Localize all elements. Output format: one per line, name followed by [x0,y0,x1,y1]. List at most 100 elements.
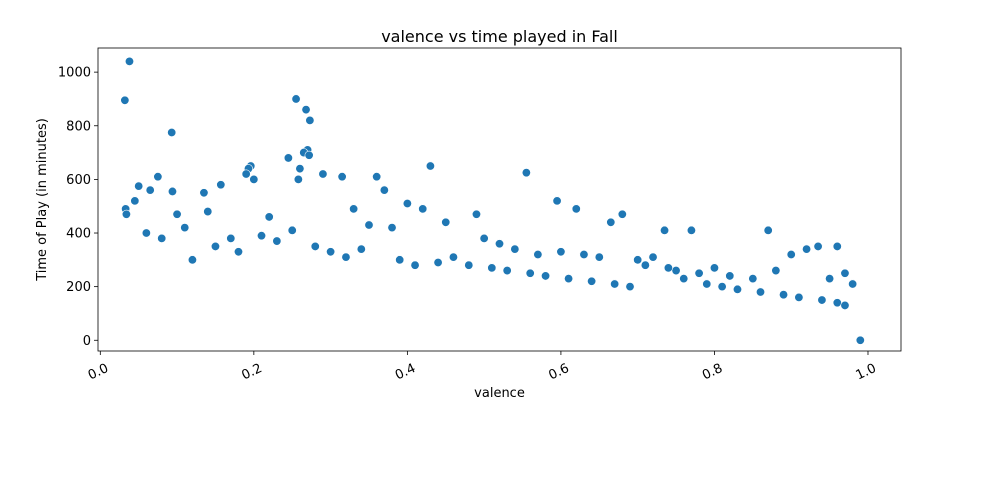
scatter-point [167,186,177,196]
scatter-point [448,252,458,262]
y-axis-label: Time of Play (in minutes) [35,118,50,282]
scatter-point [418,204,428,214]
scatter-point [121,209,131,219]
scatter-point [552,196,562,206]
chart-title: valence vs time played in Fall [381,27,618,46]
scatter-point [594,252,604,262]
scatter-point [748,274,758,284]
scatter-point [840,268,850,278]
y-tick-label: 400 [66,227,91,242]
scatter-point [633,255,643,265]
scatter-point [134,181,144,191]
scatter-point [283,153,293,163]
scatter-point [226,233,236,243]
scatter-point [610,279,620,289]
scatter-point [395,255,405,265]
scatter-point [387,223,397,233]
scatter-point [203,207,213,217]
scatter-point [425,161,435,171]
scatter-point [848,279,858,289]
scatter-points [120,56,865,345]
scatter-point [349,204,359,214]
scatter-point [732,284,742,294]
scatter-point [794,292,804,302]
scatter-point [471,209,481,219]
scatter-point [763,225,773,235]
scatter-point [120,95,130,105]
scatter-point [617,209,627,219]
scatter-point [141,228,151,238]
scatter-point [464,260,474,270]
scatter-point [318,169,328,179]
scatter-point [813,241,823,251]
scatter-point [379,185,389,195]
scatter-point [172,209,182,219]
scatter-point [663,263,673,273]
scatter-point [709,263,719,273]
scatter-point [660,225,670,235]
scatter-point [157,233,167,243]
scatter-point [648,252,658,262]
scatter-point [337,172,347,182]
scatter-point [180,223,190,233]
scatter-point [679,274,689,284]
scatter-point [817,295,827,305]
scatter-point [293,174,303,184]
plot-frame [97,47,902,352]
scatter-point [625,282,635,292]
scatter-point [441,217,451,227]
scatter-point [564,274,574,284]
scatter-point [510,244,520,254]
scatter-point [187,255,197,265]
scatter-point [541,271,551,281]
scatter-point [556,247,566,257]
scatter-point [372,172,382,182]
scatter-point [356,244,366,254]
scatter-point [671,266,681,276]
scatter-point [487,263,497,273]
scatter-point [241,169,251,179]
scatter-point [840,300,850,310]
scatter-point [802,244,812,254]
scatter-point [264,212,274,222]
x-tick-label: 0.0 [86,361,111,383]
scatter-point [694,268,704,278]
x-tick-label: 0.4 [393,361,418,383]
scatter-point [479,233,489,243]
scatter-point [521,168,531,178]
scatter-point [825,274,835,284]
x-tick-label: 0.2 [239,361,264,383]
scatter-point [410,260,420,270]
y-tick-label: 800 [66,119,91,134]
scatter-point [502,266,512,276]
scatter-point [717,282,727,292]
scatter-point [779,290,789,300]
scatter-point [533,249,543,259]
scatter-point [587,276,597,286]
scatter-point [295,164,305,174]
x-tick-label: 0.6 [547,361,572,383]
x-tick-label: 1.0 [854,361,879,383]
scatter-point [579,249,589,259]
scatter-point [606,217,616,227]
y-tick-label: 200 [66,280,91,295]
scatter-point [153,172,163,182]
x-tick-label: 0.8 [700,361,725,383]
scatter-point [130,196,140,206]
scatter-point [257,231,267,241]
y-tick-label: 1000 [58,66,91,81]
scatter-point [640,260,650,270]
scatter-point [272,236,282,246]
scatter-point [326,247,336,257]
scatter-point [725,271,735,281]
scatter-point [433,258,443,268]
scatter-point [145,185,155,195]
scatter-point [402,199,412,209]
x-axis-label: valence [474,386,525,401]
scatter-point [124,56,134,66]
scatter-point [310,241,320,251]
scatter-point [233,247,243,257]
scatter-point [364,220,374,230]
